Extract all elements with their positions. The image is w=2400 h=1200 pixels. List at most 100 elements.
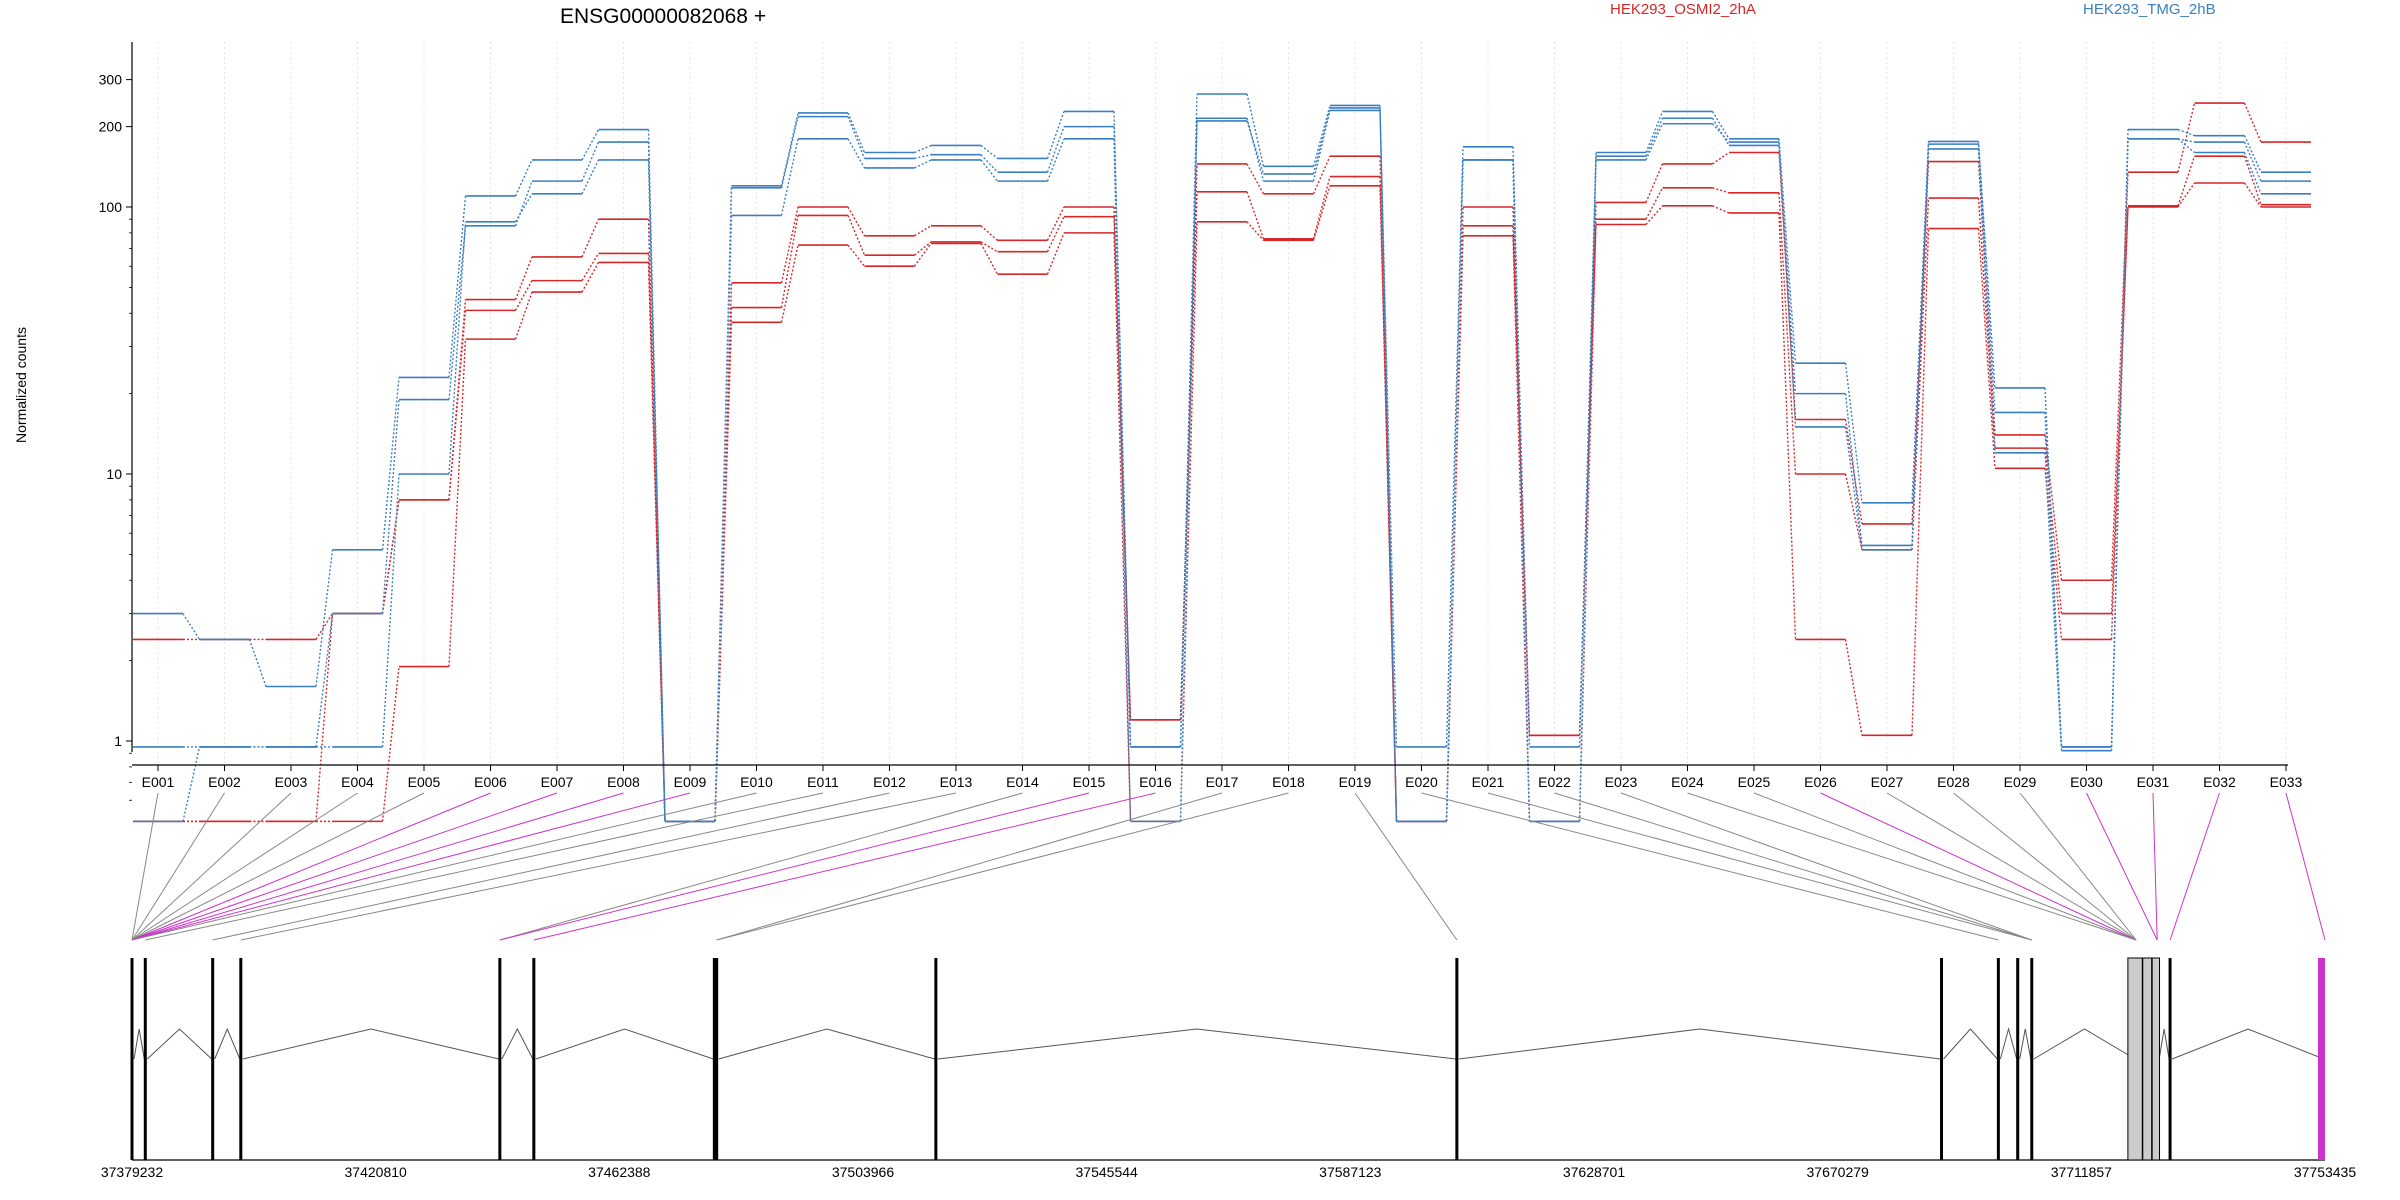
gene-model: 37379232 37420810 37462388 37503966 37545544…: [101, 957, 2357, 1180]
x-tick-label-E015: E015: [1073, 774, 1106, 790]
series-1-connector-E007: [581, 218, 600, 258]
connector-E026: [1820, 792, 2137, 941]
connector-E017: [716, 792, 1223, 941]
x-tick-label-E032: E032: [2203, 774, 2236, 790]
connector-E009: [131, 792, 691, 941]
series-5-connector-E016: [1179, 118, 1198, 822]
series-4-connector-E011: [847, 112, 866, 153]
intron-13: [2019, 1028, 2032, 1060]
genomic-tick-label: 37462388: [588, 1164, 651, 1180]
series-3-connector-E012: [914, 241, 932, 256]
series-6-connector-E013: [980, 154, 999, 173]
series-2-connector-E031: [2177, 182, 2196, 208]
series-6-connector-E009: [714, 187, 733, 822]
x-tick-label-E002: E002: [208, 774, 241, 790]
connector-E033: [2285, 792, 2326, 941]
exon-box-5: [498, 958, 502, 1160]
connector-E002: [131, 792, 225, 941]
exon-box-2: [143, 958, 147, 1160]
intron-11: [1943, 1028, 1998, 1060]
series-3-connector-E025: [1778, 192, 1797, 475]
x-tick-label-E009: E009: [674, 774, 707, 790]
series-1-connector-E017: [1246, 163, 1265, 195]
y-tick-label: 200: [99, 119, 123, 135]
x-tick-label-E008: E008: [607, 774, 640, 790]
series-5-connector-E019: [1379, 110, 1398, 822]
y-tick-label: 100: [99, 199, 123, 215]
series-4-connector-E001: [182, 613, 201, 640]
x-tick-label-E031: E031: [2137, 774, 2170, 790]
x-tick-label-E023: E023: [1605, 774, 1638, 790]
genomic-tick-label: 37503966: [832, 1164, 895, 1180]
series-6-connector-E027: [1911, 144, 1930, 546]
x-tick-label-E012: E012: [873, 774, 906, 790]
series-6-connector-E011: [847, 116, 866, 159]
series-4-connector-E012: [914, 144, 932, 154]
series-3-connector-E004: [381, 499, 400, 614]
exon-box-3: [211, 958, 215, 1160]
series-2-connector-E026: [1844, 639, 1863, 736]
series-3-connector-E011: [847, 215, 866, 256]
series-6-connector-E007: [581, 141, 600, 182]
exon-box-17: [2168, 958, 2172, 1160]
x-tick-label-E018: E018: [1272, 774, 1305, 790]
exon-box-10: [1455, 958, 1459, 1160]
series-5-connector-E028: [1977, 148, 1996, 453]
series-4-connector-E017: [1246, 93, 1265, 167]
series-2-connector-E025: [1778, 212, 1797, 640]
series-5-connector-E032: [2243, 152, 2262, 195]
connector-E031: [2152, 792, 2158, 941]
series-3-connector-E027: [1911, 198, 1930, 550]
series-1-connector-E029: [2044, 434, 2063, 581]
y-axis-label: Normalized counts: [13, 327, 29, 443]
series-4-connector-E023: [1645, 111, 1664, 153]
series-1-connector-E024: [1712, 151, 1730, 165]
series-2-connector-E005: [448, 339, 467, 667]
genomic-tick-label: 37753435: [2294, 1164, 2357, 1180]
intron-8: [718, 1028, 936, 1060]
genomic-tick-label: 37545544: [1076, 1164, 1139, 1180]
series-6-connector-E015: [1113, 126, 1132, 747]
series-4-connector-E026: [1844, 363, 1863, 503]
genomic-tick-label: 37420810: [345, 1164, 408, 1180]
series-2-connector-E010: [780, 244, 799, 323]
connector-E015: [499, 792, 1090, 941]
connector-E011: [145, 792, 824, 941]
series-6-connector-E032: [2243, 141, 2262, 182]
series-3-connector-E018: [1312, 176, 1331, 240]
series-6-connector-E017: [1246, 120, 1265, 175]
series-3-connector-E026: [1844, 473, 1863, 550]
x-tick-label-E026: E026: [1804, 774, 1837, 790]
x-tick-label-E019: E019: [1339, 774, 1372, 790]
series-4-connector-E025: [1778, 138, 1797, 364]
series-2-connector-E021: [1512, 235, 1531, 822]
series-4-connector-E014: [1046, 111, 1065, 159]
series-3-connector-E014: [1046, 216, 1065, 253]
series-4-connector-E003: [315, 549, 334, 687]
x-tick-label-E006: E006: [474, 774, 507, 790]
series-4-connector-E015: [1113, 111, 1132, 747]
series-5-connector-E011: [847, 138, 866, 169]
series-line-6: [133, 107, 2311, 823]
connector-E010: [131, 792, 757, 941]
series-2-connector-E027: [1911, 228, 1930, 736]
intron-16: [2158, 1028, 2170, 1060]
y-tick-label: 10: [106, 466, 122, 482]
series-2-connector-E030: [2110, 206, 2129, 640]
exon-cluster-shaded: [2127, 957, 2161, 1161]
series-2-connector-E022: [1578, 224, 1597, 822]
x-tick-label-E028: E028: [1937, 774, 1970, 790]
series-4-connector-E032: [2243, 135, 2262, 173]
vertical-gridlines: [157, 42, 2287, 763]
connector-E016: [533, 792, 1156, 941]
legend-entry-osmi2: HEK293_OSMI2_2hA: [1610, 1, 1756, 18]
connector-E014: [499, 792, 1023, 941]
exon-box-7: [712, 958, 716, 1160]
series-6-connector-E022: [1578, 156, 1597, 822]
connector-E013: [240, 792, 957, 941]
x-tick-label-E027: E027: [1871, 774, 1904, 790]
series-5-connector-E004: [381, 473, 400, 747]
connector-E032: [2169, 792, 2220, 941]
x-tick-label-E030: E030: [2070, 774, 2103, 790]
